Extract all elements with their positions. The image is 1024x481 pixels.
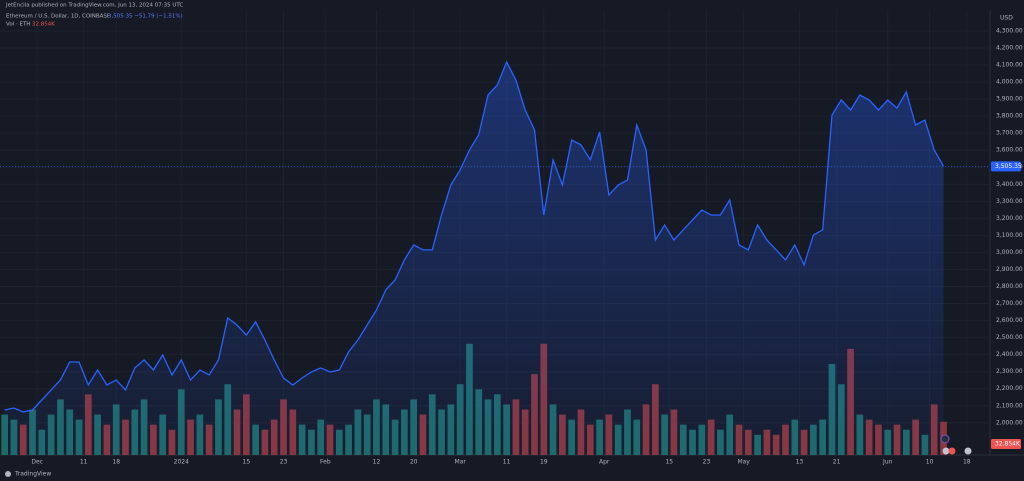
brand-logo[interactable] bbox=[5, 471, 11, 477]
x-tick-label: 10 bbox=[926, 459, 934, 466]
y-tick-label: 3,600.00 bbox=[996, 147, 1023, 154]
last-price-tag bbox=[991, 161, 1021, 172]
y-tick-label: 2,900.00 bbox=[996, 266, 1023, 273]
y-tick-label: 3,000.00 bbox=[996, 249, 1023, 256]
volume-title: Vol · ETH bbox=[6, 22, 30, 28]
last-volume-label: 32.854K bbox=[995, 441, 1021, 448]
volume-value: 32.854K bbox=[32, 22, 55, 28]
flag-icon bbox=[948, 447, 956, 455]
x-tick-label: 15 bbox=[243, 459, 251, 466]
y-tick-label: 2,300.00 bbox=[996, 368, 1023, 375]
x-tick-label: 15 bbox=[665, 459, 673, 466]
y-tick-label: 2,500.00 bbox=[996, 334, 1023, 341]
y-tick-label: 4,200.00 bbox=[996, 44, 1023, 51]
x-tick-label: Feb bbox=[320, 459, 331, 466]
x-tick-label: 13 bbox=[796, 459, 804, 466]
currency: USD bbox=[1000, 15, 1013, 22]
event-icon bbox=[940, 434, 950, 444]
x-tick-label: 19 bbox=[540, 459, 548, 466]
y-tick-label: 2,000.00 bbox=[996, 419, 1023, 426]
x-tick-label: Dec bbox=[31, 459, 43, 466]
y-tick-label: 4,300.00 bbox=[996, 27, 1023, 34]
x-tick-label: 11 bbox=[503, 459, 511, 466]
y-tick-label: 3,400.00 bbox=[996, 181, 1023, 188]
x-tick-label: Apr bbox=[599, 459, 610, 466]
y-tick-label: 2,800.00 bbox=[996, 283, 1023, 290]
y-tick-label: 2,700.00 bbox=[996, 300, 1023, 307]
x-tick-label: 2024 bbox=[174, 459, 189, 466]
y-tick-label: 2,400.00 bbox=[996, 351, 1023, 358]
x-tick-label: 18 bbox=[963, 459, 971, 466]
x-tick-label: 11 bbox=[80, 459, 88, 466]
last-volume-tag bbox=[991, 439, 1021, 449]
y-tick-label: 2,100.00 bbox=[996, 402, 1023, 409]
last-price-label: 3,505.35 bbox=[995, 163, 1022, 170]
x-tick-label: 23 bbox=[703, 459, 711, 466]
x-tick-label: 23 bbox=[280, 459, 288, 466]
x-tick-label: 12 bbox=[373, 459, 381, 466]
published-note: JetEncila published on TradingView.com, … bbox=[5, 3, 183, 9]
y-tick-label: 3,200.00 bbox=[996, 215, 1023, 222]
y-tick-label: 3,300.00 bbox=[996, 198, 1023, 205]
y-tick-label: 3,900.00 bbox=[996, 96, 1023, 103]
flag-icon bbox=[942, 447, 950, 455]
price-area bbox=[4, 62, 944, 455]
y-tick-label: 4,100.00 bbox=[996, 62, 1023, 69]
y-tick-label: 2,600.00 bbox=[996, 317, 1023, 324]
y-tick-label: 3,700.00 bbox=[996, 130, 1023, 137]
quote: 3,505.35 −51.79 (−1.51%) bbox=[108, 14, 183, 20]
x-tick-label: 21 bbox=[833, 459, 841, 466]
x-tick-label: 18 bbox=[112, 459, 120, 466]
brand[interactable]: TradingView bbox=[14, 471, 51, 478]
x-tick-label: 20 bbox=[410, 459, 418, 466]
x-tick-label: May bbox=[737, 459, 750, 466]
symbol: Ethereum / U.S. Dollar, 1D, COINBASE bbox=[6, 14, 111, 20]
y-tick-label: 4,000.00 bbox=[996, 79, 1023, 86]
y-tick-label: 3,100.00 bbox=[996, 232, 1023, 239]
x-tick-label: Jun bbox=[882, 459, 893, 466]
y-tick-label: 2,200.00 bbox=[996, 385, 1023, 392]
flag-icon bbox=[964, 447, 972, 455]
x-tick-label: Mar bbox=[454, 459, 466, 466]
y-tick-label: 3,800.00 bbox=[996, 113, 1023, 120]
price-line bbox=[4, 60, 945, 413]
